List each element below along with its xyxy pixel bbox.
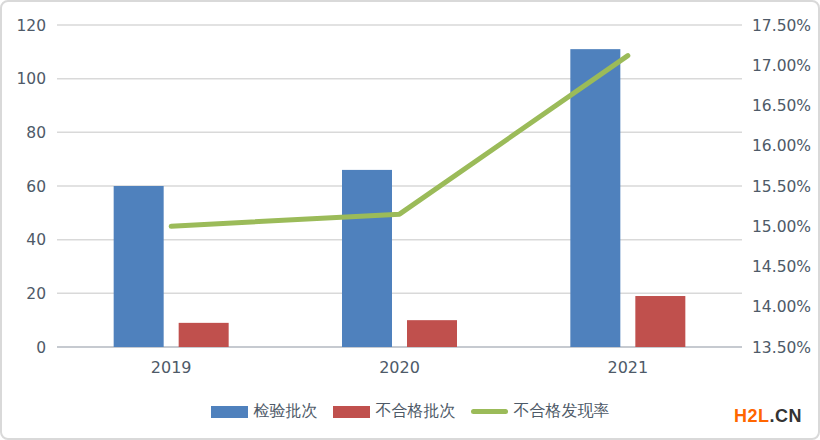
- legend-line-icon: [471, 409, 508, 414]
- right-axis-tick-label: 17.00%: [752, 57, 811, 75]
- bar-inspected-batches-2020: [342, 170, 392, 347]
- legend-swatch-icon: [211, 406, 248, 418]
- x-axis-label-2019: 2019: [151, 358, 192, 377]
- right-axis-tick-label: 14.00%: [752, 298, 811, 316]
- left-axis-tick-label: 100: [16, 70, 46, 88]
- right-axis-tick-label: 15.50%: [752, 178, 811, 196]
- right-axis-tick-label: 15.00%: [752, 218, 811, 236]
- left-axis-tick-label: 0: [36, 339, 46, 357]
- watermark-secondary-text: .CN: [770, 406, 803, 426]
- left-axis-tick-label: 80: [26, 124, 46, 142]
- legend-label: 不合格发现率: [514, 401, 610, 422]
- right-axis-tick-label: 17.50%: [752, 17, 811, 35]
- left-axis-tick-label: 60: [26, 178, 46, 196]
- legend-item-fail-discovery-rate: 不合格发现率: [471, 401, 610, 422]
- trend-line-fail-discovery-rate: [171, 56, 628, 227]
- bar-inspected-batches-2019: [114, 186, 164, 347]
- right-axis-tick-label: 16.00%: [752, 137, 811, 155]
- x-axis-label-2020: 2020: [379, 358, 420, 377]
- left-axis-tick-label: 20: [26, 285, 46, 303]
- watermark-logo: H2L.CN: [734, 406, 802, 427]
- bar-inspected-batches-2021: [570, 49, 620, 347]
- legend-label: 不合格批次: [376, 401, 456, 422]
- bar-failed-batches-2019: [179, 323, 229, 347]
- watermark-primary-text: H2L: [734, 406, 770, 426]
- bar-failed-batches-2021: [635, 296, 685, 347]
- chart-container: 120 100 80 60 40 20 0 17.50% 17.00% 16.50% 16.00% 1…: [0, 0, 820, 440]
- combo-bar-line-chart: 120 100 80 60 40 20 0 17.50% 17.00% 16.50% 16.00% 1…: [2, 2, 820, 440]
- legend-swatch-icon: [333, 406, 370, 418]
- legend-item-failed-batches: 不合格批次: [333, 401, 456, 422]
- right-axis-tick-label: 16.50%: [752, 97, 811, 115]
- left-axis-tick-label: 120: [16, 17, 46, 35]
- right-axis-tick-label: 14.50%: [752, 258, 811, 276]
- legend-label: 检验批次: [254, 401, 318, 422]
- x-axis-label-2021: 2021: [607, 358, 648, 377]
- chart-legend: 检验批次 不合格批次 不合格发现率: [2, 401, 818, 422]
- bar-failed-batches-2020: [407, 320, 457, 347]
- legend-item-inspected-batches: 检验批次: [211, 401, 318, 422]
- left-axis-tick-label: 40: [26, 231, 46, 249]
- right-axis-tick-label: 13.50%: [752, 339, 811, 357]
